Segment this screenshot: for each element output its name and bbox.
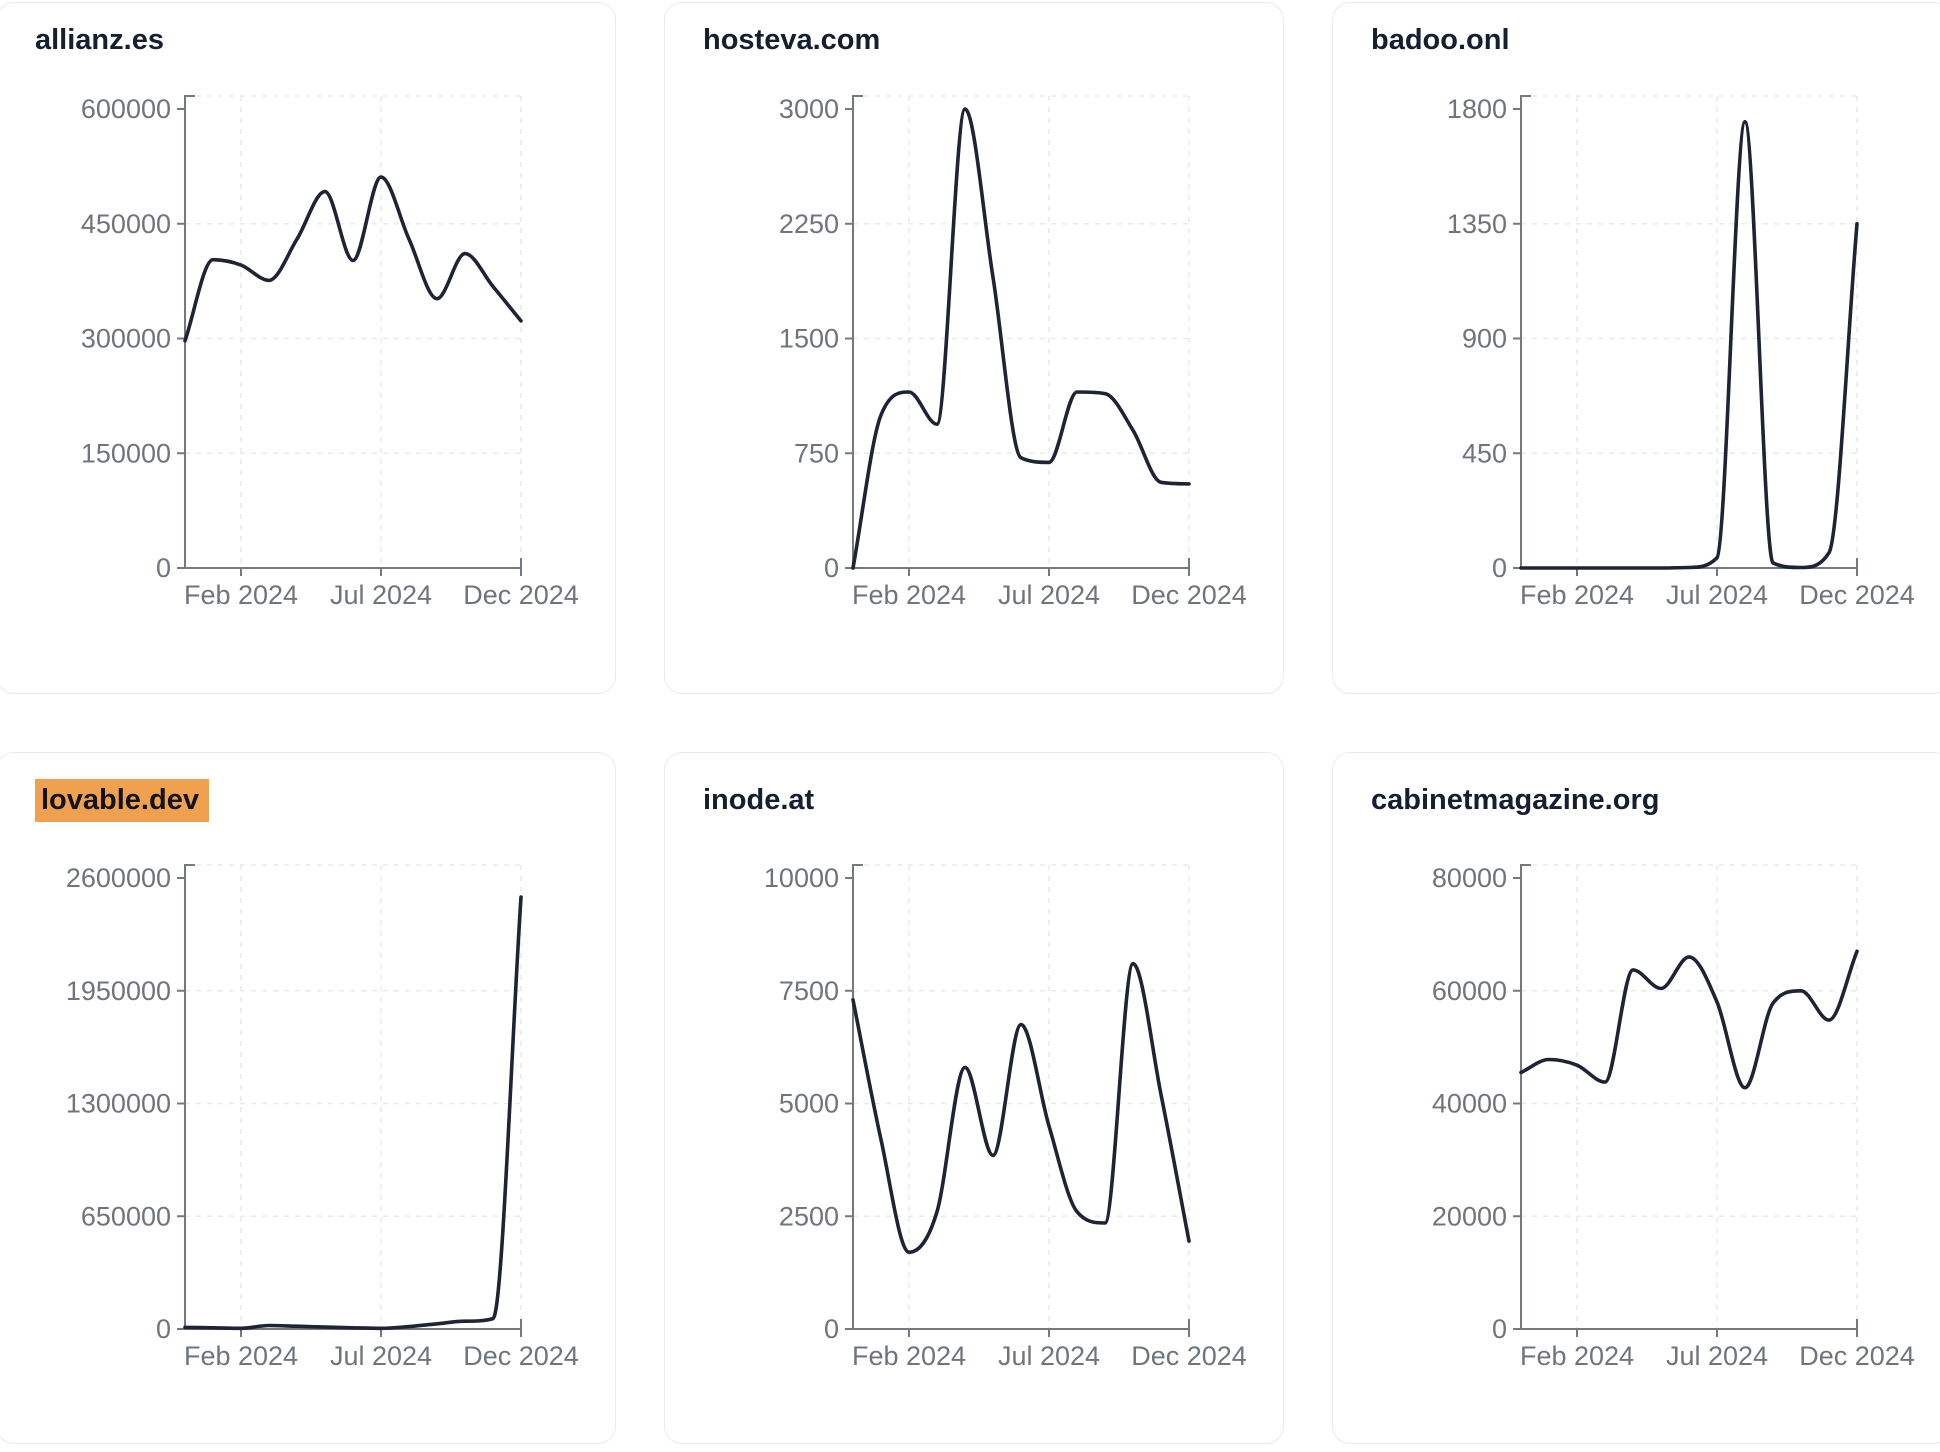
svg-text:1500: 1500 bbox=[779, 324, 839, 354]
svg-text:Feb 2024: Feb 2024 bbox=[1520, 580, 1634, 610]
svg-text:Feb 2024: Feb 2024 bbox=[852, 580, 966, 610]
svg-text:650000: 650000 bbox=[81, 1201, 171, 1231]
svg-text:Dec 2024: Dec 2024 bbox=[463, 1341, 579, 1371]
domain-card-allianz: allianz.es 0 150000 300000 450000 600000 Feb … bbox=[0, 2, 616, 694]
svg-text:20000: 20000 bbox=[1432, 1201, 1507, 1231]
svg-text:Jul 2024: Jul 2024 bbox=[998, 1341, 1100, 1371]
svg-text:3000: 3000 bbox=[779, 94, 839, 124]
traffic-line-chart: 0 650000 1300000 1950000 2600000 Feb 2024 Jul … bbox=[66, 863, 579, 1371]
svg-text:7500: 7500 bbox=[779, 976, 839, 1006]
svg-text:Dec 2024: Dec 2024 bbox=[1131, 1341, 1247, 1371]
domain-title: allianz.es bbox=[35, 23, 164, 58]
domain-title-text: inode.at bbox=[703, 784, 815, 816]
svg-text:2500: 2500 bbox=[779, 1201, 839, 1231]
domain-title-text: hosteva.com bbox=[703, 24, 881, 56]
traffic-line-chart: 0 2500 5000 7500 10000 Feb 2024 Jul 2024 Dec 20… bbox=[764, 863, 1247, 1371]
domain-card-inode: inode.at 0 2500 5000 7500 10000 Feb 2024 Jul 2… bbox=[664, 752, 1284, 1444]
domain-title-text: allianz.es bbox=[35, 24, 164, 56]
svg-text:Dec 2024: Dec 2024 bbox=[1799, 1341, 1915, 1371]
domain-title: badoo.onl bbox=[1371, 23, 1510, 58]
domain-title: inode.at bbox=[703, 783, 814, 818]
svg-text:600000: 600000 bbox=[81, 94, 171, 124]
svg-text:0: 0 bbox=[1492, 553, 1507, 583]
svg-text:Jul 2024: Jul 2024 bbox=[998, 580, 1100, 610]
svg-text:Feb 2024: Feb 2024 bbox=[852, 1341, 966, 1371]
svg-text:0: 0 bbox=[824, 1314, 839, 1344]
svg-text:0: 0 bbox=[156, 1314, 171, 1344]
svg-text:Jul 2024: Jul 2024 bbox=[330, 580, 432, 610]
svg-text:Feb 2024: Feb 2024 bbox=[184, 580, 298, 610]
svg-text:0: 0 bbox=[1492, 1314, 1507, 1344]
svg-text:Dec 2024: Dec 2024 bbox=[1799, 580, 1915, 610]
domain-title-text: cabinetmagazine.org bbox=[1371, 784, 1660, 816]
traffic-line-chart: 0 450 900 1350 1800 Feb 2024 Jul 2024 Dec 2024 bbox=[1447, 94, 1915, 610]
traffic-line-chart: 0 750 1500 2250 3000 Feb 2024 Jul 2024 Dec 2024 bbox=[779, 94, 1247, 610]
svg-text:300000: 300000 bbox=[81, 324, 171, 354]
svg-text:0: 0 bbox=[156, 553, 171, 583]
svg-text:Feb 2024: Feb 2024 bbox=[1520, 1341, 1634, 1371]
svg-text:5000: 5000 bbox=[779, 1089, 839, 1119]
svg-text:1350: 1350 bbox=[1447, 209, 1507, 239]
svg-text:Jul 2024: Jul 2024 bbox=[1666, 1341, 1768, 1371]
domain-title: lovable.dev bbox=[35, 779, 209, 822]
svg-text:10000: 10000 bbox=[764, 863, 839, 893]
svg-text:Jul 2024: Jul 2024 bbox=[330, 1341, 432, 1371]
domain-card-cabinetmagazine: cabinetmagazine.org 0 20000 40000 60000 8000… bbox=[1332, 752, 1940, 1444]
svg-text:Dec 2024: Dec 2024 bbox=[1131, 580, 1247, 610]
domain-title-text: badoo.onl bbox=[1371, 24, 1510, 56]
domain-card-lovable: lovable.dev 0 650000 1300000 1950000 2600000… bbox=[0, 752, 616, 1444]
traffic-line-chart: 0 20000 40000 60000 80000 Feb 2024 Jul 2024 Dec… bbox=[1432, 863, 1915, 1371]
svg-text:2600000: 2600000 bbox=[66, 863, 171, 893]
svg-text:80000: 80000 bbox=[1432, 863, 1507, 893]
svg-text:2250: 2250 bbox=[779, 209, 839, 239]
svg-text:Jul 2024: Jul 2024 bbox=[1666, 580, 1768, 610]
svg-text:60000: 60000 bbox=[1432, 976, 1507, 1006]
svg-text:450: 450 bbox=[1462, 438, 1507, 468]
svg-text:1950000: 1950000 bbox=[66, 976, 171, 1006]
svg-text:150000: 150000 bbox=[81, 438, 171, 468]
domain-card-hosteva: hosteva.com 0 750 1500 2250 3000 Feb 2024 Jul … bbox=[664, 2, 1284, 694]
svg-text:900: 900 bbox=[1462, 324, 1507, 354]
svg-text:450000: 450000 bbox=[81, 209, 171, 239]
svg-text:1800: 1800 bbox=[1447, 94, 1507, 124]
svg-text:1300000: 1300000 bbox=[66, 1089, 171, 1119]
domain-title-text-highlighted: lovable.dev bbox=[35, 779, 209, 822]
svg-text:Feb 2024: Feb 2024 bbox=[184, 1341, 298, 1371]
svg-text:750: 750 bbox=[794, 438, 839, 468]
svg-text:40000: 40000 bbox=[1432, 1089, 1507, 1119]
domain-card-badoo: badoo.onl 0 450 900 1350 1800 Feb 2024 Jul 202… bbox=[1332, 2, 1940, 694]
traffic-line-chart: 0 150000 300000 450000 600000 Feb 2024 Jul 202… bbox=[81, 94, 579, 610]
svg-text:0: 0 bbox=[824, 553, 839, 583]
svg-text:Dec 2024: Dec 2024 bbox=[463, 580, 579, 610]
domain-title: hosteva.com bbox=[703, 23, 880, 58]
domain-title: cabinetmagazine.org bbox=[1371, 783, 1659, 818]
